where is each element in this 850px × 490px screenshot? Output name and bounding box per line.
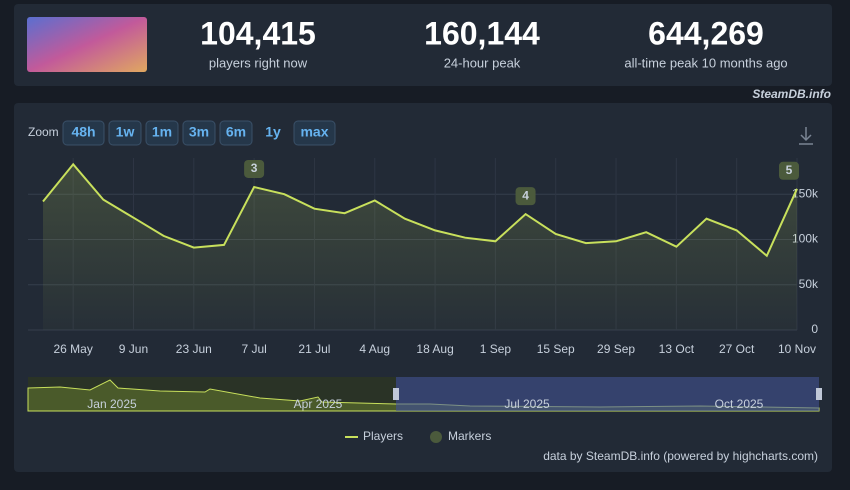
- x-tick-label: 27 Oct: [719, 342, 755, 356]
- x-tick-label: 13 Oct: [659, 342, 695, 356]
- x-tick-label: 7 Jul: [241, 342, 266, 356]
- zoom-button[interactable]: [293, 120, 336, 146]
- x-tick-label: 4 Aug: [359, 342, 390, 356]
- y-tick-label: 150k: [792, 186, 819, 200]
- zoom-button[interactable]: [145, 120, 179, 146]
- zoom-button-label[interactable]: max: [300, 124, 328, 140]
- stat-label: 24-hour peak: [444, 55, 521, 70]
- stat-label: all-time peak 10 months ago: [624, 55, 787, 70]
- marker-label: 5: [786, 163, 793, 177]
- navigator-handle[interactable]: [816, 388, 822, 400]
- x-tick-label: 21 Jul: [298, 342, 330, 356]
- legend: Players Markers: [345, 429, 491, 443]
- navigator-label: Jan 2025: [87, 397, 137, 411]
- line: [42, 162, 798, 258]
- x-tick-label: 1 Sep: [480, 342, 512, 356]
- navigator-labels: Jan 2025 Apr 2025 Jul 2025 Oct 2025: [87, 397, 763, 411]
- zoom-button-label[interactable]: 3m: [189, 124, 209, 140]
- x-tick-label: 10 Nov: [778, 342, 816, 356]
- stat-value: 104,415: [200, 15, 316, 51]
- zoom-button[interactable]: [62, 120, 105, 146]
- marker-label: 3: [251, 161, 258, 175]
- x-tick-label: 26 May: [53, 342, 92, 356]
- x-tick-label: 15 Sep: [537, 342, 575, 356]
- zoom-button[interactable]: [182, 120, 216, 146]
- navigator-label: Jul 2025: [504, 397, 550, 411]
- download-icon[interactable]: [799, 127, 813, 145]
- game-image: [27, 17, 147, 72]
- stats-panel: [14, 4, 832, 86]
- y-tick-label: 50k: [799, 277, 819, 291]
- stat-label: players right now: [209, 55, 308, 70]
- stat-value: 644,269: [648, 15, 764, 51]
- zoom-button-label: 1y: [265, 124, 281, 140]
- navigator-label: Oct 2025: [715, 397, 764, 411]
- marker-label: 4: [522, 188, 529, 202]
- zoom-button-label[interactable]: 1w: [116, 124, 135, 140]
- area: [43, 164, 797, 330]
- zoom-button[interactable]: [219, 120, 253, 146]
- legend-swatch: [430, 431, 442, 443]
- y-tick-label: 100k: [792, 232, 819, 246]
- y-tick-label: 0: [811, 322, 818, 336]
- x-tick-label: 18 Aug: [416, 342, 453, 356]
- marker[interactable]: [779, 161, 799, 180]
- navigator-label: Apr 2025: [294, 397, 343, 411]
- zoom-label: Zoom: [28, 125, 59, 139]
- stat-value: 160,144: [424, 15, 540, 51]
- zoom-button-label[interactable]: 48h: [71, 124, 95, 140]
- navigator-selection[interactable]: [396, 377, 819, 411]
- zoom-button[interactable]: [108, 120, 142, 146]
- navigator-handle[interactable]: [393, 388, 399, 400]
- zoom-button-label[interactable]: 1m: [152, 124, 172, 140]
- credits: data by SteamDB.info (powered by highcha…: [543, 449, 818, 463]
- marker[interactable]: [244, 159, 265, 178]
- x-tick-label: 29 Sep: [597, 342, 635, 356]
- x-tick-label: 23 Jun: [176, 342, 212, 356]
- zoom-buttons: 48h 1w 1m 3m 6m 1y max: [62, 120, 336, 146]
- legend-label[interactable]: Markers: [448, 429, 491, 443]
- marker[interactable]: [515, 187, 536, 206]
- legend-label[interactable]: Players: [363, 429, 403, 443]
- x-tick-label: 9 Jun: [119, 342, 148, 356]
- zoom-button-label[interactable]: 6m: [226, 124, 246, 140]
- source: SteamDB.info: [752, 87, 831, 101]
